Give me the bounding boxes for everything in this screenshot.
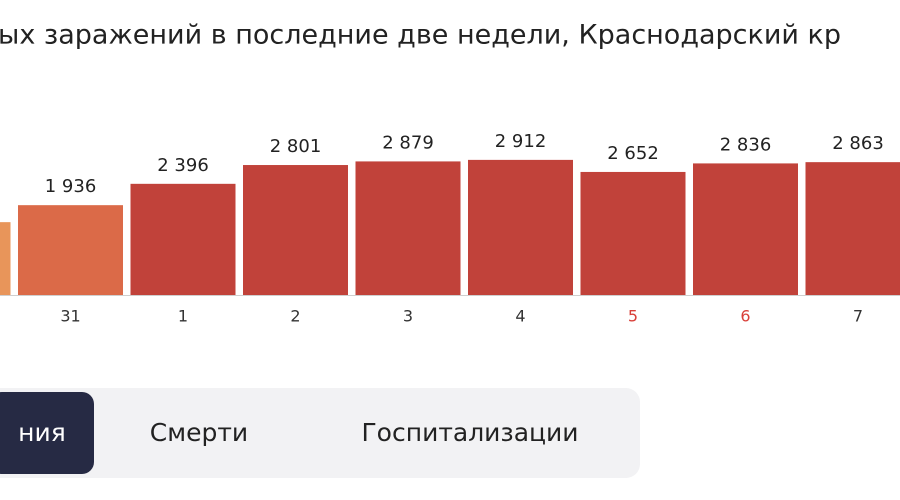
chart-title: ых заражений в последние две недели, Кра…: [0, 20, 841, 51]
x-tick-label: 4: [515, 307, 525, 326]
value-label: 2 863: [832, 133, 884, 154]
x-tick-label: 3: [403, 307, 413, 326]
x-tick-label: 7: [853, 307, 863, 326]
bar: [130, 183, 236, 295]
bar: [468, 159, 573, 295]
bar: [243, 165, 348, 295]
value-label: 2 652: [607, 143, 659, 164]
bar: [355, 161, 461, 295]
bar: [18, 205, 123, 295]
value-label: 1 936: [45, 176, 97, 197]
x-tick-label: 6: [740, 307, 750, 326]
tab-active-bg: [0, 392, 94, 474]
x-tick-label: 31: [60, 307, 80, 326]
value-label: 2 801: [270, 136, 322, 157]
bar: [805, 162, 900, 295]
tab[interactable]: Госпитализации: [361, 418, 578, 447]
bar: [580, 171, 686, 295]
tab-bar: [0, 388, 640, 478]
value-label: 2 836: [720, 134, 772, 155]
bar: [0, 222, 11, 295]
value-label: 2 912: [495, 131, 547, 152]
value-label: 2 396: [157, 155, 209, 176]
tab[interactable]: ния: [18, 418, 66, 447]
value-label: 2 879: [382, 132, 434, 153]
x-tick-label: 1: [178, 307, 188, 326]
tab[interactable]: Смерти: [150, 418, 248, 447]
x-tick-label: 2: [290, 307, 300, 326]
bar: [693, 163, 798, 295]
x-tick-label: 5: [628, 307, 638, 326]
